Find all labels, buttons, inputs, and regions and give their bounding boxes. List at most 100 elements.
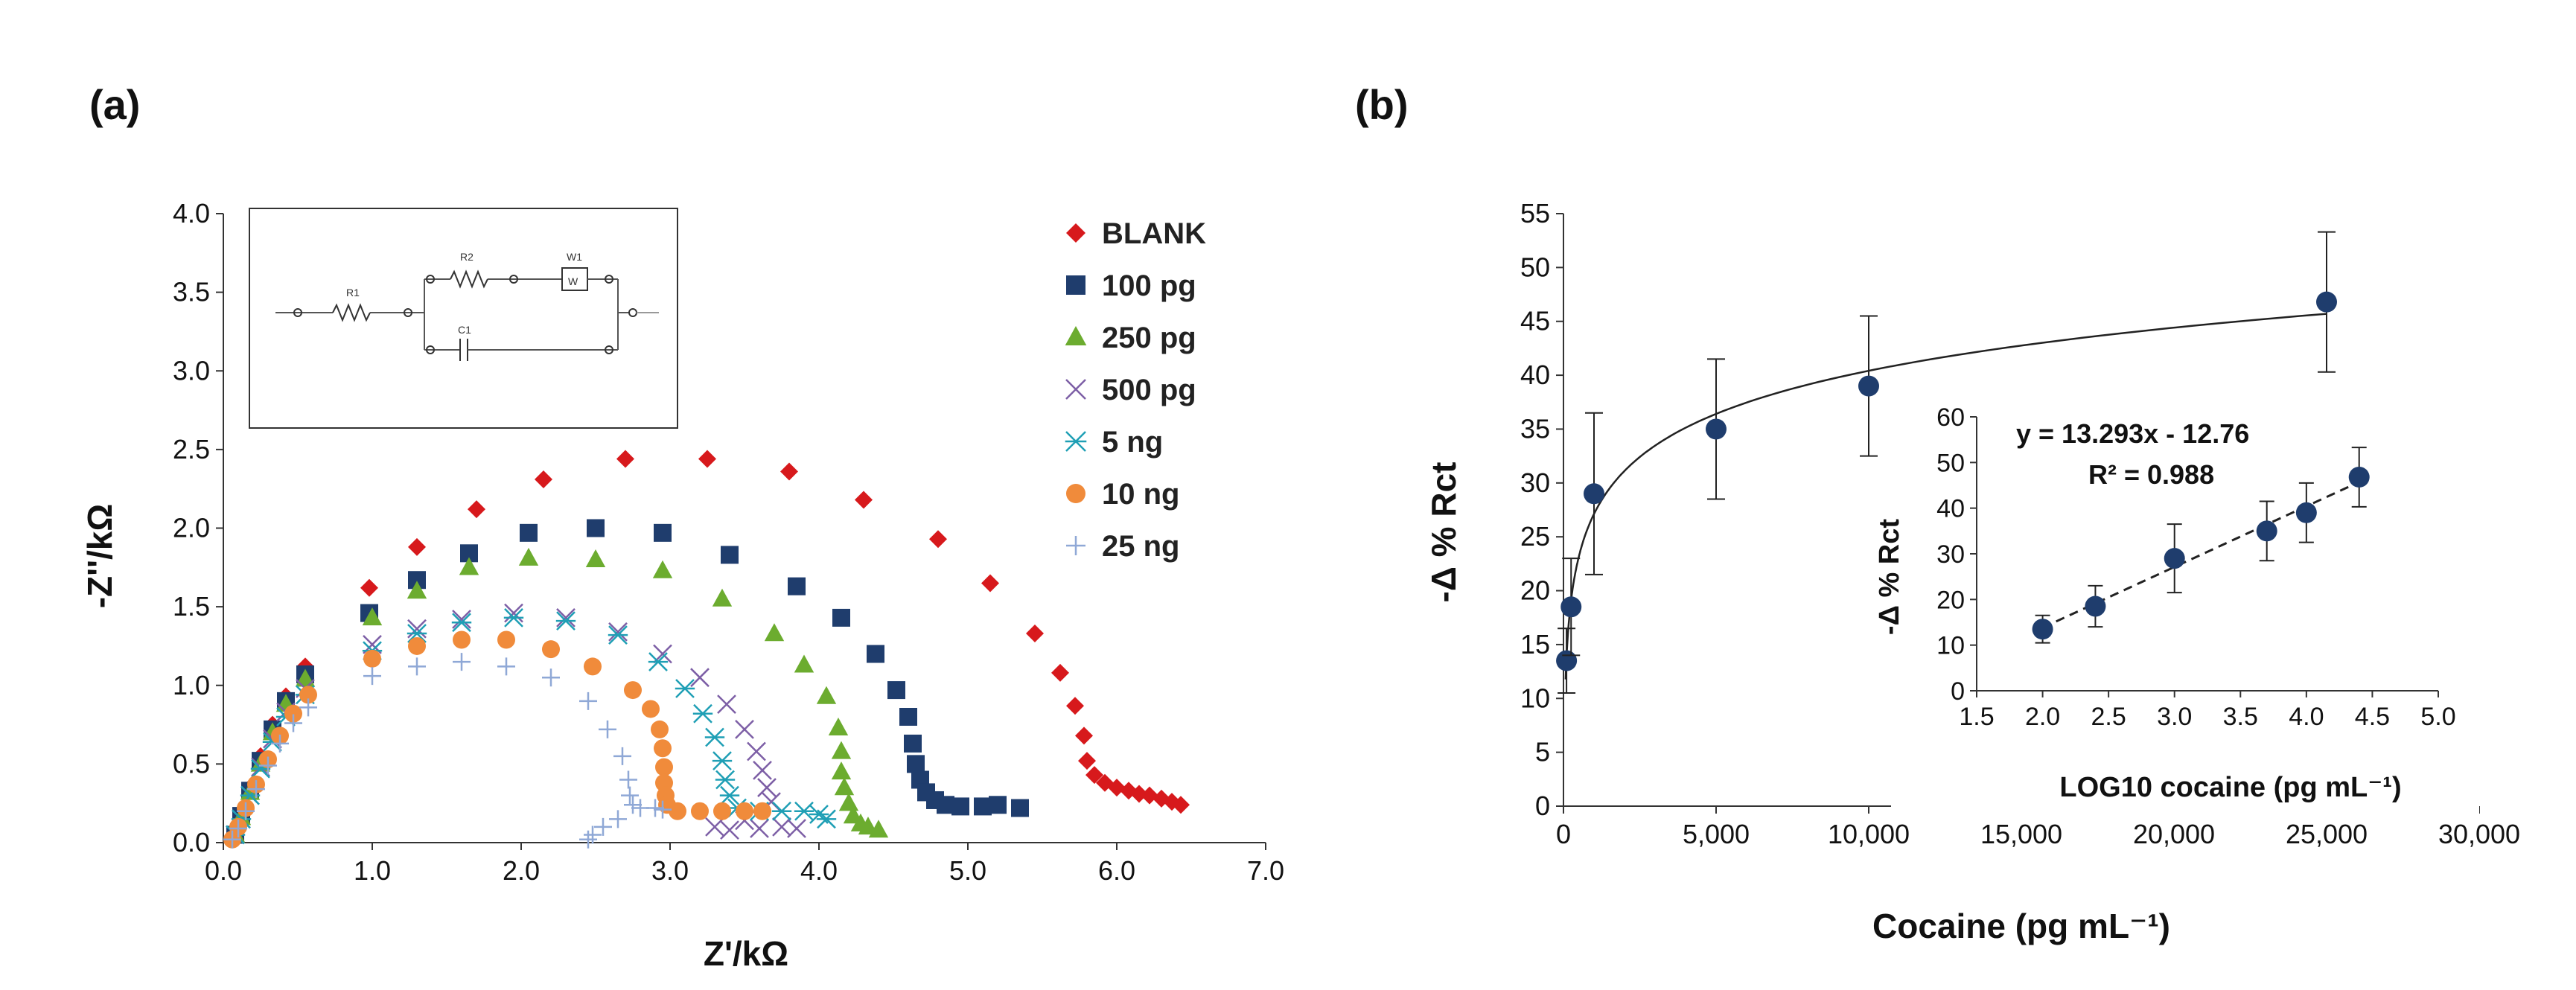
data-point bbox=[712, 588, 733, 607]
data-point bbox=[408, 657, 426, 676]
data-point bbox=[642, 700, 660, 718]
data-point-marker bbox=[1706, 418, 1727, 440]
data-point bbox=[587, 519, 605, 537]
data-point-shape bbox=[556, 608, 576, 627]
panel-a-y-tick-label: 1.0 bbox=[173, 670, 210, 700]
series-25-ng bbox=[223, 653, 672, 849]
panel-a-y-tick-label: 4.0 bbox=[173, 198, 210, 229]
inset-data-point bbox=[2032, 614, 2053, 644]
data-point-shape bbox=[584, 657, 602, 676]
data-point bbox=[719, 785, 740, 805]
data-point bbox=[855, 491, 873, 509]
data-point bbox=[867, 645, 884, 663]
data-point-shape bbox=[713, 802, 731, 820]
inset-x-tick-label: 3.0 bbox=[2157, 703, 2192, 731]
data-point bbox=[497, 657, 515, 676]
data-point-shape bbox=[654, 739, 672, 758]
data-point bbox=[619, 770, 637, 789]
data-point bbox=[736, 802, 753, 820]
data-point-shape bbox=[271, 734, 289, 753]
data-point bbox=[579, 830, 597, 849]
panel-b-y-tick-label: 50 bbox=[1520, 252, 1550, 282]
data-point-shape bbox=[855, 491, 873, 509]
data-point-shape bbox=[407, 619, 427, 639]
panel-a-x-tick-label: 4.0 bbox=[800, 855, 838, 886]
data-point bbox=[504, 603, 523, 623]
data-point-shape bbox=[834, 777, 855, 796]
data-point bbox=[704, 727, 725, 747]
data-point-shape bbox=[654, 523, 672, 542]
data-point-shape bbox=[690, 668, 710, 688]
data-point bbox=[555, 611, 576, 631]
panel-b-axes: 0 5,000 10,000 15,000 20,000 25,000 30,000 0 5 10… bbox=[1520, 198, 2520, 849]
data-point bbox=[771, 801, 792, 821]
data-point bbox=[362, 607, 383, 626]
data-point-shape bbox=[712, 751, 733, 771]
inset-y-tick-label: 60 bbox=[1936, 403, 1965, 432]
data-point bbox=[831, 761, 852, 780]
inset-y-tick-label: 0 bbox=[1951, 677, 1965, 706]
data-point-shape bbox=[642, 700, 660, 718]
data-point bbox=[608, 625, 628, 645]
data-point bbox=[624, 796, 642, 814]
data-point-shape bbox=[295, 668, 316, 687]
panel-b-y-tick-label: 25 bbox=[1520, 521, 1550, 552]
data-point-shape bbox=[555, 611, 576, 631]
data-point-shape bbox=[584, 825, 602, 844]
data-point-shape bbox=[828, 717, 849, 735]
data-point bbox=[828, 717, 849, 735]
data-point-shape bbox=[816, 809, 837, 829]
data-point-shape bbox=[299, 686, 317, 704]
panel-a-series bbox=[223, 450, 1190, 849]
data-point bbox=[868, 820, 889, 838]
data-point bbox=[408, 537, 426, 556]
data-point bbox=[794, 654, 814, 673]
legend-marker bbox=[1066, 484, 1085, 503]
data-point-shape bbox=[675, 679, 695, 698]
panel-a-y-tick-label: 2.0 bbox=[173, 513, 210, 543]
legend-marker-shape bbox=[1066, 275, 1085, 295]
data-point-shape bbox=[585, 549, 606, 567]
data-point-shape bbox=[504, 603, 523, 623]
data-point bbox=[284, 714, 302, 732]
legend-label: 5 ng bbox=[1102, 426, 1163, 459]
panel-a-y-tick-label: 1.5 bbox=[173, 591, 210, 622]
data-point bbox=[621, 786, 639, 805]
circuit-label-r2: R2 bbox=[460, 251, 474, 263]
inset-y-tick-label: 30 bbox=[1936, 540, 1965, 569]
panel-b-x-tick-label: 10,000 bbox=[1828, 819, 1910, 849]
data-point bbox=[887, 681, 905, 700]
trendline-equation: y = 13.293x - 12.76 bbox=[2016, 418, 2249, 449]
data-point bbox=[299, 686, 317, 704]
panel-a-x-tick-label: 3.0 bbox=[651, 855, 689, 886]
data-point bbox=[654, 523, 672, 542]
data-point bbox=[609, 810, 627, 828]
data-point-shape bbox=[753, 802, 771, 820]
data-point-shape bbox=[452, 610, 471, 629]
resistor-r2-icon bbox=[450, 269, 488, 289]
data-point bbox=[834, 777, 855, 796]
circuit-frame bbox=[249, 208, 678, 429]
series-500-pg bbox=[226, 603, 806, 845]
data-point bbox=[675, 679, 695, 698]
data-point-marker bbox=[1560, 596, 1582, 618]
panel-a-x-tick-label: 6.0 bbox=[1098, 855, 1135, 886]
data-point bbox=[735, 720, 754, 739]
data-point-shape bbox=[788, 577, 806, 595]
inset-x-tick-label: 4.0 bbox=[2289, 703, 2324, 731]
legend-marker-shape bbox=[1066, 536, 1085, 555]
data-point-shape bbox=[651, 720, 669, 738]
legend-label: 500 pg bbox=[1102, 374, 1196, 406]
data-point-shape bbox=[363, 667, 381, 686]
panel-b-x-tick-label: 0 bbox=[1556, 819, 1571, 849]
data-point bbox=[780, 462, 798, 481]
data-point bbox=[585, 549, 606, 567]
data-point-shape bbox=[497, 657, 515, 676]
data-point-shape bbox=[1051, 663, 1069, 682]
data-point bbox=[1858, 315, 1879, 457]
circuit-label-w1: W1 bbox=[567, 251, 582, 263]
data-point bbox=[816, 686, 837, 704]
panel-b-y-tick-label: 35 bbox=[1520, 413, 1550, 444]
data-point-shape bbox=[497, 630, 515, 649]
data-point-shape bbox=[736, 802, 753, 820]
